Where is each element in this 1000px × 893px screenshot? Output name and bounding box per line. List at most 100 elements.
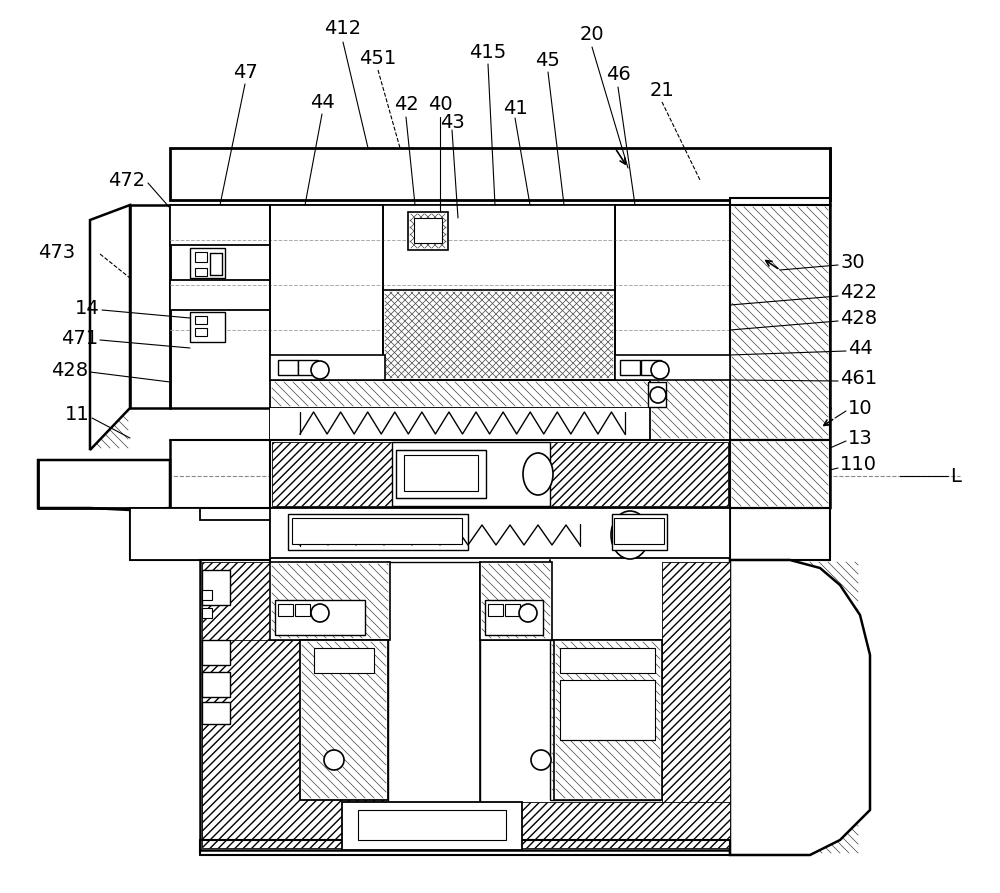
Bar	[485, 600, 543, 635]
Polygon shape	[130, 508, 270, 560]
Text: 20: 20	[580, 26, 604, 45]
Bar	[648, 382, 666, 407]
Bar	[295, 604, 310, 616]
Bar	[170, 280, 270, 310]
Bar	[202, 672, 230, 697]
Text: 42: 42	[394, 96, 418, 114]
Circle shape	[650, 387, 666, 403]
Bar	[202, 702, 230, 724]
Bar	[662, 562, 730, 840]
Bar	[202, 802, 730, 848]
Bar	[612, 514, 667, 550]
Bar	[505, 604, 520, 616]
Bar	[202, 640, 388, 840]
Bar	[202, 562, 270, 840]
Bar	[414, 218, 442, 243]
Bar	[488, 604, 503, 616]
Bar	[730, 205, 830, 440]
Circle shape	[311, 361, 329, 379]
Bar	[275, 600, 365, 635]
Polygon shape	[130, 205, 170, 408]
Bar	[288, 514, 468, 550]
Bar	[298, 360, 318, 375]
Bar	[620, 360, 640, 375]
Bar	[408, 212, 448, 250]
Polygon shape	[550, 640, 660, 800]
Bar	[278, 604, 293, 616]
Text: 13: 13	[848, 429, 873, 447]
Bar	[388, 562, 480, 840]
Bar	[614, 518, 664, 544]
Text: 472: 472	[108, 171, 145, 189]
Bar	[270, 562, 390, 640]
Bar	[195, 328, 207, 336]
Bar	[383, 205, 615, 380]
Text: 43: 43	[440, 113, 464, 131]
Bar	[730, 440, 830, 508]
Circle shape	[311, 604, 329, 622]
Bar	[480, 562, 552, 640]
Text: 471: 471	[61, 329, 98, 347]
Bar	[270, 380, 730, 408]
Text: 412: 412	[324, 19, 362, 38]
Text: 428: 428	[51, 361, 88, 380]
Bar	[278, 360, 298, 375]
Bar	[272, 442, 392, 506]
Text: 21: 21	[650, 80, 674, 99]
Bar	[560, 680, 655, 740]
Bar	[641, 360, 661, 375]
Text: 461: 461	[840, 369, 877, 388]
Bar	[550, 442, 728, 506]
Bar	[202, 608, 212, 618]
Bar	[560, 648, 655, 673]
Text: 473: 473	[38, 243, 75, 262]
Bar	[554, 640, 662, 800]
Bar	[195, 252, 207, 262]
Bar	[358, 810, 506, 840]
Text: 40: 40	[428, 96, 452, 114]
Bar	[270, 408, 730, 440]
Circle shape	[519, 604, 537, 622]
Bar	[730, 198, 830, 398]
Bar	[270, 205, 385, 380]
Bar	[202, 570, 230, 605]
Text: 30: 30	[840, 253, 865, 271]
Text: 47: 47	[233, 63, 257, 81]
Bar	[392, 442, 550, 506]
Polygon shape	[730, 560, 870, 855]
Text: L: L	[950, 466, 961, 486]
Text: 451: 451	[359, 48, 397, 68]
Bar	[615, 355, 730, 380]
Bar	[270, 440, 730, 508]
Bar	[615, 205, 730, 380]
Circle shape	[531, 750, 551, 770]
Text: 44: 44	[310, 93, 334, 112]
Bar	[314, 648, 374, 673]
Text: 14: 14	[75, 298, 100, 318]
Text: 11: 11	[65, 405, 90, 424]
Text: 10: 10	[848, 398, 873, 418]
Text: 44: 44	[848, 338, 873, 357]
Circle shape	[651, 361, 669, 379]
Bar	[190, 248, 225, 278]
Circle shape	[324, 750, 344, 770]
Polygon shape	[38, 460, 170, 510]
Bar	[195, 268, 207, 276]
Bar	[202, 590, 212, 600]
Bar	[650, 375, 730, 440]
Text: 46: 46	[606, 65, 630, 85]
Bar	[170, 148, 830, 200]
Bar	[404, 455, 478, 491]
Bar	[170, 205, 270, 245]
Ellipse shape	[611, 511, 649, 559]
Bar	[202, 640, 230, 665]
Text: 415: 415	[469, 43, 507, 62]
Bar	[383, 290, 615, 380]
Bar	[342, 802, 522, 850]
Bar	[292, 518, 462, 544]
Bar	[396, 450, 486, 498]
Text: 45: 45	[536, 51, 560, 70]
Bar	[270, 508, 730, 558]
Text: 41: 41	[503, 98, 527, 118]
Text: 428: 428	[840, 308, 877, 328]
